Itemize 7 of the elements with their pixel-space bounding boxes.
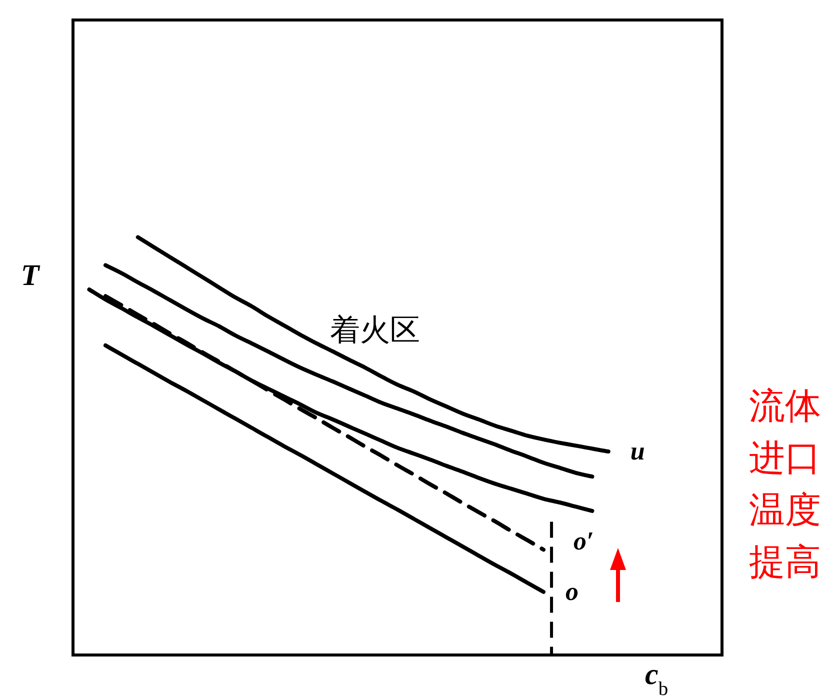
series-label: o′ <box>574 526 594 556</box>
annotation: 着火区 <box>330 313 420 348</box>
x-axis-title: c$_{b}$ <box>645 658 668 700</box>
y-axis-title: T <box>20 259 41 292</box>
series-label: u <box>630 436 645 466</box>
text: 流体进口温度提高 <box>749 386 821 583</box>
series-label: o <box>566 576 579 606</box>
